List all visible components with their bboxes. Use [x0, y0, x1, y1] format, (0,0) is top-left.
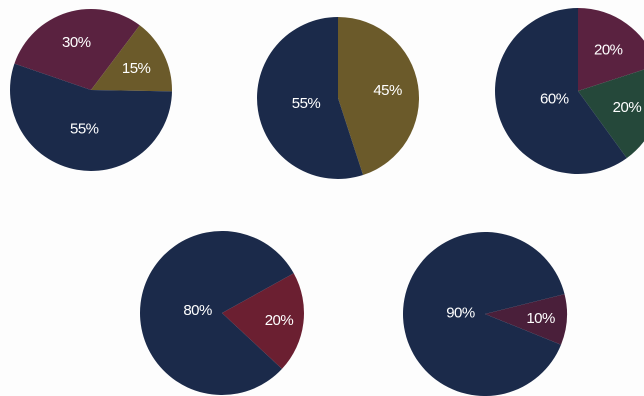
pie-1-slice-1: [14, 8, 140, 90]
pie-chart-4: 20% 80%: [139, 230, 304, 395]
pie-4-slice-1-label: 20%: [265, 312, 294, 329]
pie-chart-5: 10% 90%: [403, 232, 567, 396]
pie-chart-1: 30% 15% 55%: [10, 8, 173, 171]
pie-1-slice-2: [91, 25, 173, 92]
pie-4-slice-2: [139, 230, 294, 395]
pie-5-slice-2-label: 90%: [446, 304, 475, 321]
pie-3-slice-3-label: 60%: [540, 91, 569, 108]
pie-5-slice-1-label: 10%: [526, 310, 555, 327]
pie-1-slice-1-label: 30%: [62, 34, 91, 51]
pie-5-slice-2: [403, 232, 565, 396]
pie-3-slice-1: [578, 8, 644, 91]
pie-3-slice-2: [578, 69, 644, 159]
pie-chart-2: 45% 55%: [257, 17, 420, 179]
pie-2-slice-1: [338, 17, 420, 176]
pie-chart-3: 20% 20% 60%: [495, 8, 644, 175]
pie-3-slice-2-label: 20%: [613, 99, 642, 116]
pie-4-slice-2-label: 80%: [183, 302, 212, 319]
pie-4-slice-1: [222, 273, 304, 369]
pie-5-slice-1: [485, 294, 567, 345]
pie-3-slice-3: [495, 8, 627, 175]
pie-2-slice-2-label: 55%: [292, 95, 321, 112]
pie-1-slice-2-label: 15%: [122, 60, 151, 77]
pie-1-slice-3: [10, 63, 172, 171]
pie-2-slice-2: [257, 17, 364, 179]
pie-1-slice-3-label: 55%: [70, 120, 99, 137]
pie-2-slice-1-label: 45%: [373, 82, 402, 99]
pie-3-slice-1-label: 20%: [594, 41, 623, 58]
